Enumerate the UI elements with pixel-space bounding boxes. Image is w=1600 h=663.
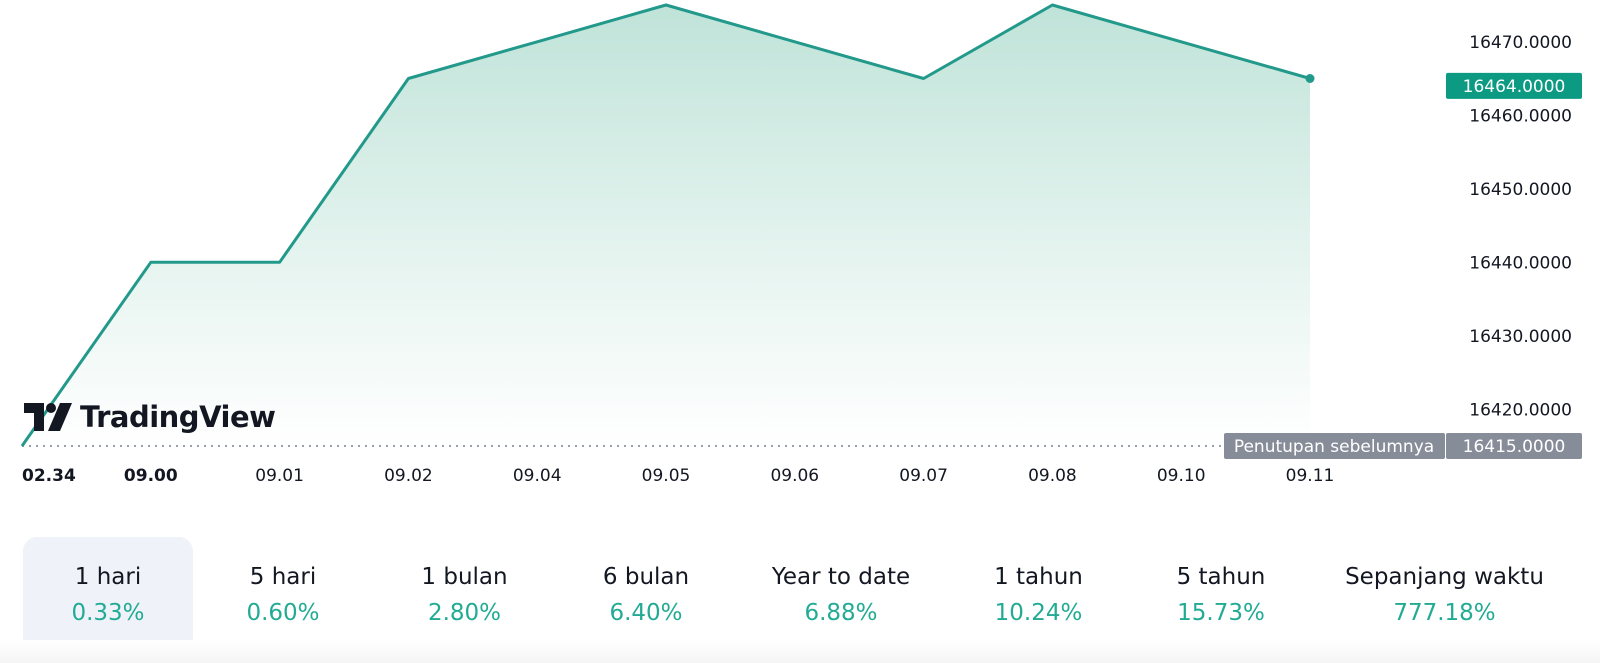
period-option[interactable]: 1 hari 0.33% bbox=[23, 537, 193, 652]
last-price-badge: 16464.0000 bbox=[1446, 72, 1582, 99]
period-label: 5 tahun bbox=[1176, 563, 1266, 590]
previous-close-value: 16415.0000 bbox=[1463, 437, 1566, 457]
period-option[interactable]: 1 bulan 2.80% bbox=[373, 537, 556, 652]
tradingview-logo[interactable]: TradingView bbox=[24, 400, 276, 434]
tradingview-logo-icon bbox=[24, 403, 72, 431]
period-label: 6 bulan bbox=[602, 563, 690, 590]
x-axis: 02.34 09.00 09.01 09.02 09.04 09.05 09.06 09.07… bbox=[22, 466, 1334, 486]
period-change-value: 0.33% bbox=[71, 599, 145, 626]
y-tick-label: 16460.0000 bbox=[1469, 106, 1572, 126]
period-option[interactable]: 5 hari 0.60% bbox=[193, 537, 373, 652]
x-tick-label: 09.00 bbox=[124, 466, 178, 486]
x-tick-label: 09.10 bbox=[1157, 466, 1206, 486]
period-change-value: 0.60% bbox=[246, 599, 320, 626]
y-tick-label: 16430.0000 bbox=[1469, 327, 1572, 347]
period-label: Year to date bbox=[771, 563, 911, 590]
previous-close-value-bg bbox=[1446, 433, 1582, 459]
x-tick-label: 02.34 bbox=[22, 466, 76, 486]
period-label: 1 tahun bbox=[994, 563, 1083, 590]
price-line bbox=[20, 3, 1311, 447]
price-chart[interactable]: 16470.0000 16460.0000 16450.0000 16440.0000… bbox=[0, 0, 1600, 500]
last-price-badge-bg bbox=[1446, 72, 1582, 99]
x-tick-label: 09.11 bbox=[1286, 466, 1335, 486]
price-area-fill bbox=[22, 5, 1310, 446]
x-tick-label: 09.05 bbox=[642, 466, 691, 486]
x-tick-label: 09.02 bbox=[384, 466, 433, 486]
period-change-value: 6.40% bbox=[609, 599, 683, 626]
period-label: 5 hari bbox=[249, 563, 317, 590]
bottom-shadow bbox=[0, 640, 1600, 663]
x-tick-label: 09.04 bbox=[513, 466, 562, 486]
y-tick-label: 16470.0000 bbox=[1469, 33, 1572, 53]
previous-close-label: Penutupan sebelumnya bbox=[1234, 437, 1434, 457]
period-option[interactable]: 5 tahun 15.73% bbox=[1131, 537, 1311, 652]
y-tick-label: 16450.0000 bbox=[1469, 180, 1572, 200]
y-tick-label: 16420.0000 bbox=[1469, 400, 1572, 420]
x-tick-label: 09.07 bbox=[899, 466, 948, 486]
period-option[interactable]: Year to date 6.88% bbox=[736, 537, 946, 652]
previous-close-badge: Penutupan sebelumnya 16415.0000 bbox=[1224, 433, 1582, 459]
y-axis: 16470.0000 16460.0000 16450.0000 16440.0000… bbox=[1469, 33, 1572, 421]
period-label: 1 bulan bbox=[421, 563, 508, 590]
last-price-label: 16464.0000 bbox=[1463, 77, 1566, 97]
period-change-value: 6.88% bbox=[804, 599, 878, 626]
tradingview-wordmark: TradingView bbox=[80, 400, 276, 434]
period-option[interactable]: Sepanjang waktu 777.18% bbox=[1311, 537, 1578, 652]
period-change-value: 15.73% bbox=[1177, 599, 1265, 626]
period-label: 1 hari bbox=[74, 563, 142, 590]
period-change-value: 10.24% bbox=[994, 599, 1083, 626]
last-price-point bbox=[1305, 74, 1315, 83]
period-option[interactable]: 1 tahun 10.24% bbox=[946, 537, 1131, 652]
period-option[interactable]: 6 bulan 6.40% bbox=[556, 537, 736, 652]
period-label: Sepanjang waktu bbox=[1345, 563, 1544, 590]
period-change-value: 777.18% bbox=[1393, 599, 1496, 626]
y-tick-label: 16440.0000 bbox=[1469, 253, 1572, 273]
x-tick-label: 09.06 bbox=[770, 466, 819, 486]
x-tick-label: 09.01 bbox=[255, 466, 304, 486]
period-selector: 1 hari 0.33% 5 hari 0.60% 1 bulan 2.80% 6 bula… bbox=[23, 537, 1578, 652]
previous-close-label-bg bbox=[1224, 433, 1445, 459]
x-tick-label: 09.08 bbox=[1028, 466, 1077, 486]
period-change-value: 2.80% bbox=[427, 599, 502, 626]
